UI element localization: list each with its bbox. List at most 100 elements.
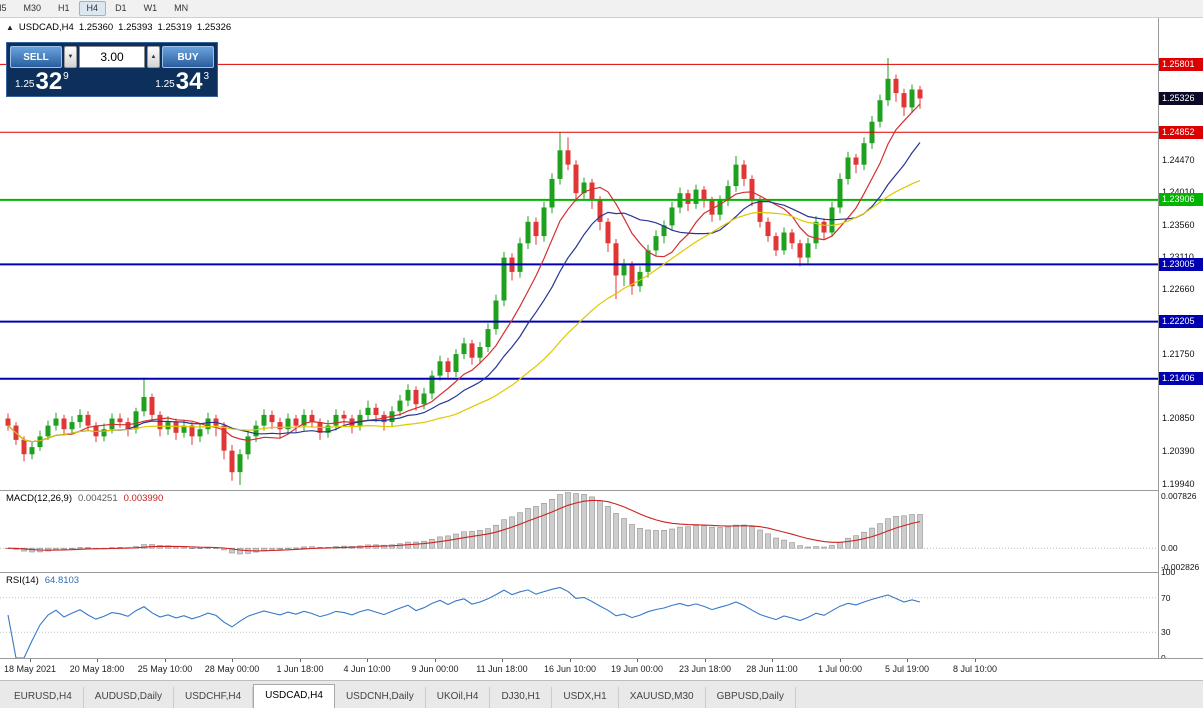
time-axis-label: 4 Jun 10:00 — [343, 664, 391, 674]
price-axis-tick: 1.19940 — [1162, 478, 1195, 489]
price-axis-tick: 1.23560 — [1162, 219, 1195, 230]
ohlc-open: 1.25360 — [78, 22, 114, 33]
price-axis-tick: 1.21750 — [1162, 349, 1195, 360]
ohlc-close: 1.25326 — [196, 22, 232, 33]
buy-price-prefix: 1.25 — [155, 79, 175, 90]
rsi-label: RSI(14) — [6, 575, 39, 586]
time-axis-tick — [97, 659, 98, 662]
timeframe-button-w1[interactable]: W1 — [143, 3, 158, 13]
chart-tab-eurusd-h4[interactable]: EURUSD,H4 — [3, 687, 84, 708]
price-level-flag: 1.25801 — [1159, 57, 1203, 71]
rsi-indicator-canvas — [0, 586, 1158, 658]
chart-tab-dj30-h1[interactable]: DJ30,H1 — [490, 687, 553, 708]
chart-ohlc-header: ▲ USDCAD,H4 1.25360 1.25393 1.25319 1.25… — [6, 22, 231, 33]
chart-tab-usdchf-h4[interactable]: USDCHF,H4 — [174, 687, 254, 708]
price-axis-tick: 1.23110 — [1162, 251, 1194, 262]
macd-label: MACD(12,26,9) — [6, 493, 72, 504]
time-axis-label: 23 Jun 18:00 — [678, 664, 732, 674]
time-axis-tick — [907, 659, 908, 662]
time-axis-label: 11 Jun 18:00 — [476, 664, 528, 674]
chart-symbol-label: USDCAD,H4 — [18, 22, 74, 33]
price-axis-tick: 1.24470 — [1162, 154, 1195, 165]
time-axis-tick — [840, 659, 841, 662]
volume-input[interactable] — [79, 46, 145, 68]
time-axis-tick — [300, 659, 301, 662]
time-axis-tick — [232, 659, 233, 662]
sell-button[interactable]: SELL — [10, 46, 62, 68]
chart-tab-usdx-h1[interactable]: USDX,H1 — [552, 687, 619, 708]
sell-price-pips: 32 — [35, 68, 63, 95]
volume-increase-button[interactable]: ▲ — [147, 46, 160, 68]
chart-tab-ukoil-h4[interactable]: UKOil,H4 — [426, 687, 491, 708]
time-axis-tick — [975, 659, 976, 662]
time-axis-label: 1 Jul 00:00 — [817, 664, 863, 674]
time-axis-tick — [637, 659, 638, 662]
time-axis-label: 28 May 00:00 — [204, 664, 260, 674]
chart-tab-gbpusd-daily[interactable]: GBPUSD,Daily — [706, 687, 796, 708]
price-level-flag: 1.24852 — [1159, 125, 1203, 139]
sell-price-display: 1.25 32 9 — [15, 68, 69, 95]
rsi-axis-label: 70 — [1161, 592, 1171, 603]
timeframe-button-mn[interactable]: MN — [174, 3, 189, 13]
macd-axis-label: 0.00 — [1161, 543, 1178, 554]
panel-separator-macd — [0, 490, 1203, 491]
time-axis-tick — [705, 659, 706, 662]
macd-main-value: 0.004251 — [78, 493, 118, 504]
one-click-trading-panel: SELL ▼ ▲ BUY 1.25 32 9 1.25 34 3 — [6, 42, 218, 97]
time-axis-label: 5 Jul 19:00 — [884, 664, 930, 674]
chart-tabs-bar: EURUSD,H4 AUDUSD,Daily USDCHF,H4 USDCAD,H4 U… — [0, 680, 1203, 708]
chart-tab-usdcad-h4[interactable]: USDCAD,H4 — [253, 684, 335, 708]
price-axis-tick: 1.22660 — [1162, 284, 1195, 295]
timeframe-button-m5[interactable]: M5 — [0, 3, 7, 13]
price-level-flag: 1.21406 — [1159, 372, 1203, 386]
rsi-axis-label: 30 — [1161, 627, 1171, 638]
timeframe-toolbar: M5 M30 H1 H4 D1 W1 MN — [0, 0, 1203, 18]
macd-indicator-canvas — [0, 492, 1158, 555]
symbol-direction-icon: ▲ — [6, 23, 14, 32]
price-axis-tick: 1.24010 — [1162, 187, 1195, 197]
panel-separator-rsi — [0, 572, 1203, 573]
price-chart-canvas[interactable] — [0, 18, 1158, 490]
time-axis-label: 18 May 2021 — [3, 664, 57, 674]
buy-button[interactable]: BUY — [162, 46, 214, 68]
time-axis-label: 9 Jun 00:00 — [411, 664, 459, 674]
buy-price-pips: 34 — [175, 68, 203, 95]
chart-tab-xauusd-m30[interactable]: XAUUSD,M30 — [619, 687, 706, 708]
timeframe-button-d1[interactable]: D1 — [115, 3, 127, 13]
time-axis-label: 16 Jun 10:00 — [543, 664, 597, 674]
time-axis-tick — [367, 659, 368, 662]
price-level-flag: 1.25326 — [1159, 91, 1203, 105]
price-level-flag: 1.23906 — [1159, 193, 1203, 207]
time-axis-label: 1 Jun 18:00 — [276, 664, 324, 674]
price-axis: 1.24470 1.24010 1.23560 1.23110 1.22660 1.217… — [1158, 18, 1203, 663]
rsi-header: RSI(14) 64.8103 — [6, 575, 79, 586]
timeframe-button-h4[interactable]: H4 — [78, 1, 107, 16]
price-level-flag: 1.23005 — [1159, 257, 1203, 271]
time-axis-tick — [435, 659, 436, 662]
time-axis-tick — [502, 659, 503, 662]
price-level-flag: 1.22205 — [1159, 315, 1203, 329]
time-axis-label: 25 May 10:00 — [137, 664, 193, 674]
macd-axis-label: -0.002826 — [1161, 561, 1200, 572]
time-axis-label: 19 Jun 00:00 — [610, 664, 664, 674]
chart-tab-audusd-daily[interactable]: AUDUSD,Daily — [84, 687, 175, 708]
time-axis-tick — [772, 659, 773, 662]
time-axis-label: 8 Jul 10:00 — [952, 664, 998, 674]
timeframe-button-h1[interactable]: H1 — [58, 3, 70, 13]
rsi-axis-label: 100 — [1161, 567, 1176, 577]
volume-decrease-button[interactable]: ▼ — [64, 46, 77, 68]
chart-tab-usdcnh-daily[interactable]: USDCNH,Daily — [335, 687, 426, 708]
rsi-value: 64.8103 — [44, 575, 80, 586]
price-axis-tick: 1.20850 — [1162, 413, 1195, 424]
time-axis-label: 28 Jun 11:00 — [746, 664, 798, 674]
price-axis-tick: 1.20390 — [1162, 446, 1195, 457]
macd-header: MACD(12,26,9) 0.004251 0.003990 — [6, 493, 163, 504]
sell-price-point: 9 — [63, 71, 69, 82]
ohlc-high: 1.25393 — [118, 22, 153, 33]
buy-price-point: 3 — [203, 71, 209, 82]
timeframe-button-m30[interactable]: M30 — [23, 3, 42, 13]
time-axis-tick — [570, 659, 571, 662]
time-axis-tick — [165, 659, 166, 662]
time-axis-tick — [30, 659, 31, 662]
